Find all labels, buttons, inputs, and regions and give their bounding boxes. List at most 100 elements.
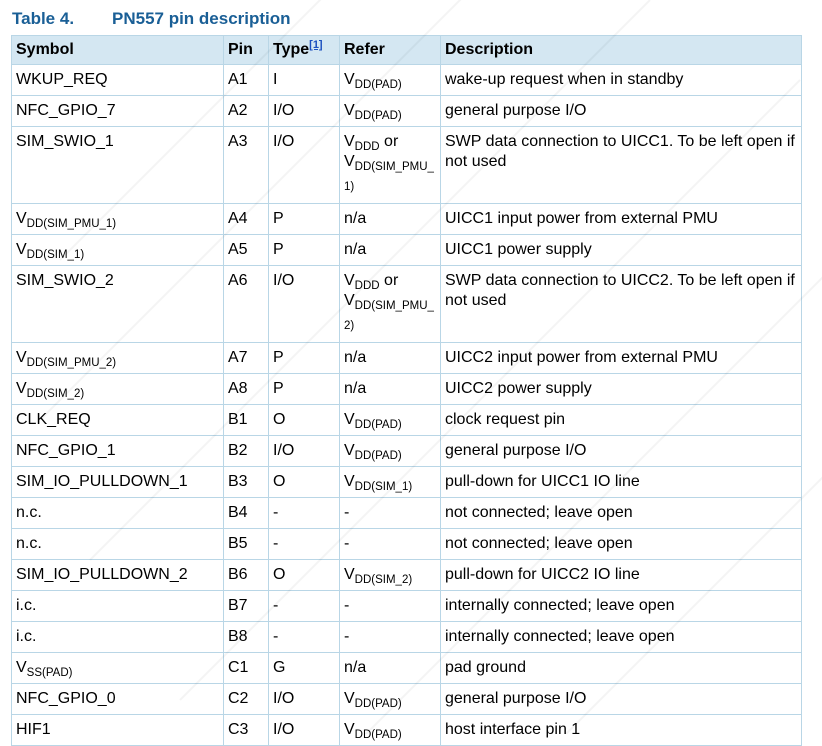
symbol-cell: WKUP_REQ bbox=[11, 64, 224, 96]
refer-sub: DD(PAD) bbox=[354, 698, 402, 710]
type-cell: - bbox=[268, 590, 340, 622]
refer-cell: - bbox=[339, 621, 441, 653]
description-cell: pad ground bbox=[440, 652, 802, 684]
refer-cell: VDDD or VDD(SIM_PMU_1) bbox=[339, 126, 441, 204]
table-row: SIM_SWIO_1 A3 I/O VDDD or VDD(SIM_PMU_1) … bbox=[11, 126, 802, 204]
refer-main: V bbox=[344, 102, 355, 119]
symbol-cell: SIM_IO_PULLDOWN_2 bbox=[11, 559, 224, 591]
table-row: NFC_GPIO_0 C2 I/O VDD(PAD) general purpo… bbox=[11, 683, 802, 715]
header-row: Symbol Pin Type[1] Refer Description bbox=[11, 35, 802, 65]
type-cell: I/O bbox=[268, 435, 340, 467]
refer-sub: DD(PAD) bbox=[354, 729, 402, 741]
pin-cell: C3 bbox=[223, 714, 269, 746]
type-cell: I/O bbox=[268, 126, 340, 204]
refer-sub: DD(SIM_1) bbox=[354, 481, 413, 493]
description-cell: UICC1 input power from external PMU bbox=[440, 203, 802, 235]
refer-cell: n/a bbox=[339, 203, 441, 235]
description-cell: UICC2 power supply bbox=[440, 373, 802, 405]
type-cell: I/O bbox=[268, 265, 340, 343]
table-row: VSS(PAD) C1 G n/a pad ground bbox=[11, 652, 802, 684]
symbol-cell: CLK_REQ bbox=[11, 404, 224, 436]
description-cell: SWP data connection to UICC2. To be left… bbox=[440, 265, 802, 343]
description-cell: general purpose I/O bbox=[440, 435, 802, 467]
type-cell: I/O bbox=[268, 683, 340, 715]
type-cell: O bbox=[268, 466, 340, 498]
symbol-main: V bbox=[16, 210, 27, 227]
description-cell: not connected; leave open bbox=[440, 528, 802, 560]
table-row: WKUP_REQ A1 I VDD(PAD) wake-up request w… bbox=[11, 64, 802, 96]
refer-main: V bbox=[344, 272, 355, 289]
refer-main: V bbox=[344, 442, 355, 459]
refer-suffix: or bbox=[379, 133, 399, 150]
symbol-cell: n.c. bbox=[11, 497, 224, 529]
header-description: Description bbox=[440, 35, 802, 65]
refer-main: V bbox=[344, 71, 355, 88]
table-row: VDD(SIM_2) A8 P n/a UICC2 power supply bbox=[11, 373, 802, 405]
table-number: Table 4. bbox=[12, 9, 75, 28]
header-refer: Refer bbox=[339, 35, 441, 65]
refer-cell: - bbox=[339, 497, 441, 529]
symbol-main: V bbox=[16, 659, 27, 676]
refer-cell: - bbox=[339, 528, 441, 560]
refer-main: V bbox=[344, 721, 355, 738]
type-cell: O bbox=[268, 404, 340, 436]
table-title: PN557 pin description bbox=[112, 9, 291, 28]
description-cell: general purpose I/O bbox=[440, 683, 802, 715]
refer-main: V bbox=[344, 292, 355, 309]
refer-sub: DD(PAD) bbox=[354, 110, 402, 122]
description-cell: pull-down for UICC2 IO line bbox=[440, 559, 802, 591]
description-cell: UICC2 input power from external PMU bbox=[440, 342, 802, 374]
pin-cell: B2 bbox=[223, 435, 269, 467]
refer-main: V bbox=[344, 566, 355, 583]
pin-cell: A1 bbox=[223, 64, 269, 96]
pin-description-table: Symbol Pin Type[1] Refer Description WKU… bbox=[11, 35, 802, 746]
table-row: n.c. B4 - - not connected; leave open bbox=[11, 497, 802, 529]
table-row: HIF1 C3 I/O VDD(PAD) host interface pin … bbox=[11, 714, 802, 746]
symbol-sub: SS(PAD) bbox=[26, 667, 73, 679]
description-cell: not connected; leave open bbox=[440, 497, 802, 529]
refer-sub: DD(SIM_2) bbox=[354, 574, 413, 586]
table-row: n.c. B5 - - not connected; leave open bbox=[11, 528, 802, 560]
symbol-main: V bbox=[16, 241, 27, 258]
type-footnote-link[interactable]: [1] bbox=[309, 39, 323, 51]
description-cell: host interface pin 1 bbox=[440, 714, 802, 746]
refer-cell: n/a bbox=[339, 342, 441, 374]
header-type: Type[1] bbox=[268, 35, 340, 65]
table-row: VDD(SIM_PMU_1) A4 P n/a UICC1 input powe… bbox=[11, 203, 802, 235]
pin-cell: C2 bbox=[223, 683, 269, 715]
symbol-cell: HIF1 bbox=[11, 714, 224, 746]
refer-cell: VDD(SIM_2) bbox=[339, 559, 441, 591]
symbol-sub: DD(SIM_PMU_1) bbox=[26, 218, 117, 230]
pin-cell: A3 bbox=[223, 126, 269, 204]
symbol-cell: VDD(SIM_PMU_1) bbox=[11, 203, 224, 235]
symbol-sub: DD(SIM_1) bbox=[26, 249, 85, 261]
table-row: i.c. B8 - - internally connected; leave … bbox=[11, 621, 802, 653]
refer-sub: DD(SIM_PMU_1) bbox=[344, 161, 434, 193]
refer-cell: n/a bbox=[339, 373, 441, 405]
description-cell: clock request pin bbox=[440, 404, 802, 436]
type-cell: O bbox=[268, 559, 340, 591]
refer-sub: DD(PAD) bbox=[354, 450, 402, 462]
refer-cell: VDD(PAD) bbox=[339, 683, 441, 715]
refer-main: V bbox=[344, 133, 355, 150]
description-cell: UICC1 power supply bbox=[440, 234, 802, 266]
pin-cell: A4 bbox=[223, 203, 269, 235]
table-caption: Table 4. PN557 pin description bbox=[12, 7, 291, 31]
refer-cell: VDD(PAD) bbox=[339, 64, 441, 96]
description-cell: SWP data connection to UICC1. To be left… bbox=[440, 126, 802, 204]
pin-cell: A6 bbox=[223, 265, 269, 343]
pin-cell: B3 bbox=[223, 466, 269, 498]
type-cell: I/O bbox=[268, 714, 340, 746]
refer-main: V bbox=[344, 153, 355, 170]
refer-cell: VDDD or VDD(SIM_PMU_2) bbox=[339, 265, 441, 343]
header-symbol: Symbol bbox=[11, 35, 224, 65]
type-cell: - bbox=[268, 621, 340, 653]
symbol-cell: i.c. bbox=[11, 621, 224, 653]
symbol-sub: DD(SIM_PMU_2) bbox=[26, 357, 117, 369]
pin-cell: B6 bbox=[223, 559, 269, 591]
table-row: VDD(SIM_1) A5 P n/a UICC1 power supply bbox=[11, 234, 802, 266]
type-cell: P bbox=[268, 342, 340, 374]
symbol-cell: n.c. bbox=[11, 528, 224, 560]
refer-cell: VDD(PAD) bbox=[339, 714, 441, 746]
refer-cell: VDD(PAD) bbox=[339, 404, 441, 436]
